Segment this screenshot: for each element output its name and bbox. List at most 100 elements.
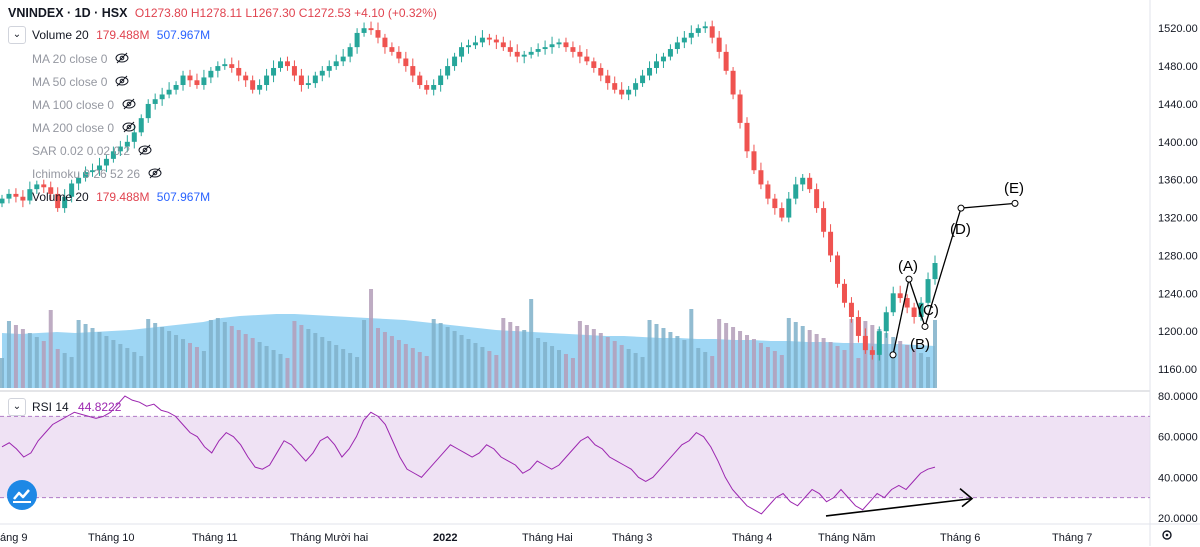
volume-bar [731,327,736,388]
candle-body [584,56,590,62]
symbol-title[interactable]: VNINDEX · 1D · HSX [8,6,128,20]
volume-bar [557,350,562,388]
candle-body [424,85,430,90]
candle-body [765,184,771,199]
candle-body [890,293,896,313]
eye-off-icon[interactable] [138,144,152,159]
volume-value: 179.488M [96,28,150,42]
candle-body [417,75,423,86]
candle-body [459,47,465,57]
chevron-down-icon[interactable]: ⌄ [8,398,26,416]
candle-body [660,56,666,62]
candle-body [6,193,12,199]
volume-bar [821,338,826,388]
volume-bar [758,343,763,388]
candle-body [284,61,290,67]
candle-body [271,67,277,76]
candle-body [305,83,311,86]
volume-bar [654,324,659,388]
volume-bar [849,319,854,388]
candle-body [932,263,938,280]
volume-bar [919,353,924,388]
candle-body [41,184,47,188]
candle-body [667,49,673,57]
volume-bar [355,357,360,388]
candle-body [187,75,193,81]
settings-icon[interactable] [1160,528,1174,542]
candle-body [528,51,534,55]
volume-bar [487,351,492,388]
volume-bar [626,349,631,388]
indicator-ma100[interactable]: MA 100 close 0 [32,98,136,113]
candle-body [13,193,19,197]
indicator-sar[interactable]: SAR 0.02 0.02 0.2 [32,144,152,159]
candle-body [633,83,639,90]
candle-body [904,298,910,308]
eye-off-icon[interactable] [122,121,136,136]
candle-body [326,66,332,71]
indicator-ma50[interactable]: MA 50 close 0 [32,75,129,90]
time-tick-label: 2022 [433,532,457,544]
volume-bar [160,327,165,388]
volume-bar [111,340,116,388]
volume-bar [751,339,756,388]
rsi-tick-label: 20.0000 [1158,513,1198,525]
candle-body [848,302,854,317]
wave-point [921,322,929,330]
eye-off-icon[interactable] [115,52,129,67]
volume-bar [459,335,464,388]
volume-bar [515,326,520,388]
volume-bar [306,329,311,388]
volume-bar [814,334,819,388]
wave-point [905,275,913,283]
candle-body [821,208,827,232]
candle-body [549,44,555,48]
volume-bar [898,341,903,388]
volume-bar [410,348,415,388]
time-tick-label: Tháng 6 [940,532,980,544]
eye-off-icon[interactable] [115,75,129,90]
volume-bar [90,328,95,388]
wave-point [957,204,965,212]
candle-body [48,187,54,194]
volume-bar [264,346,269,388]
candle-body [20,196,26,201]
time-tick-label: Tháng Mười hai [290,532,368,544]
volume-ma-value: 507.967M [156,190,211,204]
candle-body [180,75,186,86]
indicator-label: MA 200 close 0 [32,121,115,135]
eye-off-icon[interactable] [148,167,162,182]
volume-bar [229,326,234,388]
candle-body [723,51,729,71]
volume-bar [76,320,81,388]
volume-bar [55,349,60,388]
volume-bar [793,322,798,388]
indicator-ichimoku[interactable]: Ichimoku 9 26 52 26 [32,167,162,182]
tradingview-logo-icon[interactable] [7,480,37,510]
candle-body [69,183,75,197]
chevron-down-icon[interactable]: ⌄ [8,26,26,44]
volume-bar [529,299,534,388]
indicator-ma20[interactable]: MA 20 close 0 [32,52,129,67]
volume-bar [696,348,701,388]
time-tick-label: Tháng 3 [612,532,652,544]
volume-bar [292,321,297,388]
candle-body [702,26,708,29]
volume-legend-2: Volume 20 179.488M 507.967M [32,190,210,204]
candle-body [431,85,437,90]
volume-bar [403,344,408,388]
candle-body [883,312,889,332]
volume-bar [647,320,652,388]
volume-bar [668,332,673,388]
eye-off-icon[interactable] [122,98,136,113]
indicator-ma200[interactable]: MA 200 close 0 [32,121,136,136]
wave-label: (C) [918,302,939,319]
candle-body [751,151,757,171]
time-tick-label: Tháng 7 [1052,532,1092,544]
candle-body [264,75,270,86]
wave-label: (D) [950,221,971,238]
volume-bar [738,331,743,388]
candle-body [556,42,562,45]
candle-body [131,132,137,142]
